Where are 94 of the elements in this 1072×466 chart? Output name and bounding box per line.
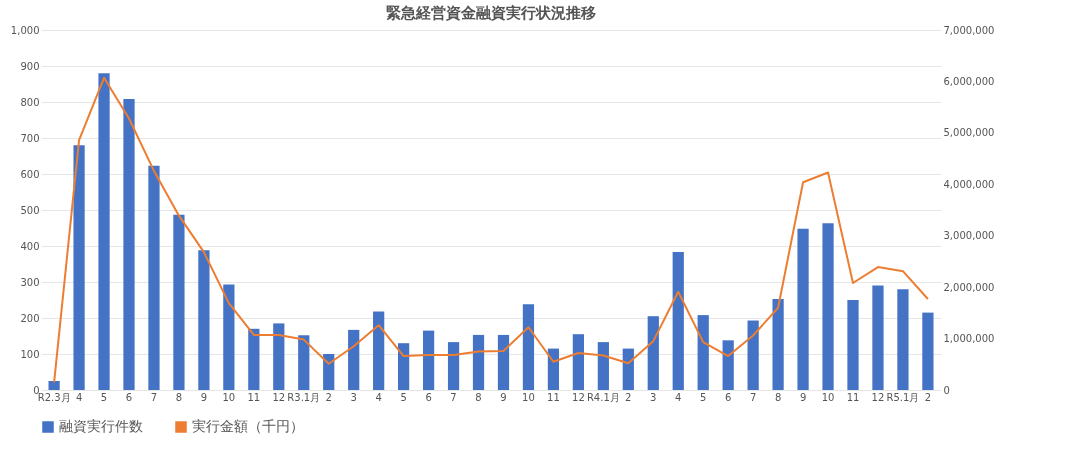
y2-tick-label: 2,000,000 xyxy=(943,281,995,293)
x-tick-label: R3.1月 xyxy=(287,391,321,403)
x-tick-label: 9 xyxy=(200,391,208,403)
bar xyxy=(348,329,360,390)
bar xyxy=(198,250,210,390)
y-tick-label: 100 xyxy=(20,348,40,360)
bar xyxy=(48,381,60,390)
y-tick-label: 900 xyxy=(20,60,40,72)
y2-tick-label: 6,000,000 xyxy=(943,75,995,87)
bar xyxy=(273,323,285,390)
bar xyxy=(697,315,709,390)
x-tick-label: 2 xyxy=(924,391,932,403)
bar xyxy=(547,348,560,390)
x-tick-label: 6 xyxy=(425,391,432,403)
x-tick-label: 6 xyxy=(125,391,133,403)
bar xyxy=(472,334,485,390)
bar xyxy=(572,334,584,390)
y-tick-label: 400 xyxy=(20,240,40,252)
x-tick-label: 2 xyxy=(625,391,632,403)
x-tick-label: 11 xyxy=(247,391,261,403)
bar xyxy=(722,340,734,390)
bar xyxy=(323,354,335,390)
x-tick-label: 10 xyxy=(522,391,535,403)
y-tick-label: 300 xyxy=(20,276,40,288)
bar xyxy=(248,328,260,390)
x-tick-label: 10 xyxy=(222,391,236,403)
x-tick-label: 5 xyxy=(100,391,108,403)
x-tick-label: R5.1月 xyxy=(886,391,920,403)
x-tick-label: R4.1月 xyxy=(586,391,620,403)
bar xyxy=(847,300,859,390)
y-tick-label: 500 xyxy=(20,204,40,216)
chart-title: 緊急経営資金融資実行状況推移 xyxy=(386,4,596,22)
bar xyxy=(223,284,235,390)
x-tick-label: 9 xyxy=(500,391,507,403)
x-tick-label: 11 xyxy=(547,391,560,403)
bar xyxy=(672,252,684,390)
y-tick-label: 1,000 xyxy=(10,24,40,36)
bar xyxy=(822,223,834,390)
bar xyxy=(922,312,934,390)
x-tick-label: 12 xyxy=(572,391,585,403)
x-tick-label: 11 xyxy=(846,391,860,403)
line-series xyxy=(53,76,929,384)
y-tick-label: 800 xyxy=(20,96,40,108)
bar xyxy=(897,289,909,390)
y2-tick-label: 1,000,000 xyxy=(943,333,995,345)
x-tick-label: 12 xyxy=(871,391,885,403)
bar xyxy=(422,330,435,390)
x-tick-label: 10 xyxy=(821,391,835,403)
bar xyxy=(398,343,410,390)
x-tick-label: 7 xyxy=(150,391,158,403)
bar xyxy=(173,214,185,390)
x-tick-label: 12 xyxy=(272,391,286,403)
x-tick-label: 8 xyxy=(175,391,183,403)
x-tick-label: 4 xyxy=(75,391,83,403)
bar xyxy=(98,73,110,390)
bar xyxy=(622,348,634,390)
x-tick-label: 6 xyxy=(724,391,732,403)
bar xyxy=(597,342,609,390)
bar xyxy=(298,335,310,390)
y-tick-label: 600 xyxy=(20,168,40,180)
x-tick-label: 4 xyxy=(675,391,682,403)
y-tick-label: 700 xyxy=(20,132,40,144)
bar xyxy=(797,228,809,390)
bar xyxy=(73,145,85,390)
x-tick-label: 7 xyxy=(749,391,757,403)
y2-tick-label: 7,000,000 xyxy=(943,24,995,36)
x-tick-label: 7 xyxy=(450,391,457,403)
bar xyxy=(123,99,135,390)
y2-tick-label: 5,000,000 xyxy=(943,127,995,139)
x-tick-label: 2 xyxy=(325,391,332,403)
x-tick-label: 4 xyxy=(375,391,382,403)
y2-tick-label: 3,000,000 xyxy=(943,230,995,242)
y2-tick-label: 4,000,000 xyxy=(943,178,995,190)
y-tick-label: 200 xyxy=(20,312,40,324)
bar xyxy=(497,334,510,390)
legend-label: 実行金額（千円） xyxy=(192,418,304,434)
bar xyxy=(373,311,385,390)
bar xyxy=(647,316,659,390)
x-tick-label: 9 xyxy=(799,391,807,403)
bar xyxy=(772,298,784,390)
x-tick-label: 5 xyxy=(400,391,407,403)
y2-tick-label: 0 xyxy=(943,384,950,396)
bar xyxy=(747,320,759,390)
x-tick-label: 5 xyxy=(700,391,707,403)
y-tick-label: 0 xyxy=(33,384,40,396)
bar xyxy=(148,165,160,390)
x-tick-label: 3 xyxy=(650,391,657,403)
x-tick-label: 3 xyxy=(350,391,357,403)
x-tick-label: 8 xyxy=(774,391,782,403)
bar xyxy=(447,342,460,390)
bar xyxy=(872,285,884,390)
legend-label: 融資実行件数 xyxy=(59,418,143,434)
bar xyxy=(522,304,535,390)
x-tick-label: 8 xyxy=(475,391,482,403)
